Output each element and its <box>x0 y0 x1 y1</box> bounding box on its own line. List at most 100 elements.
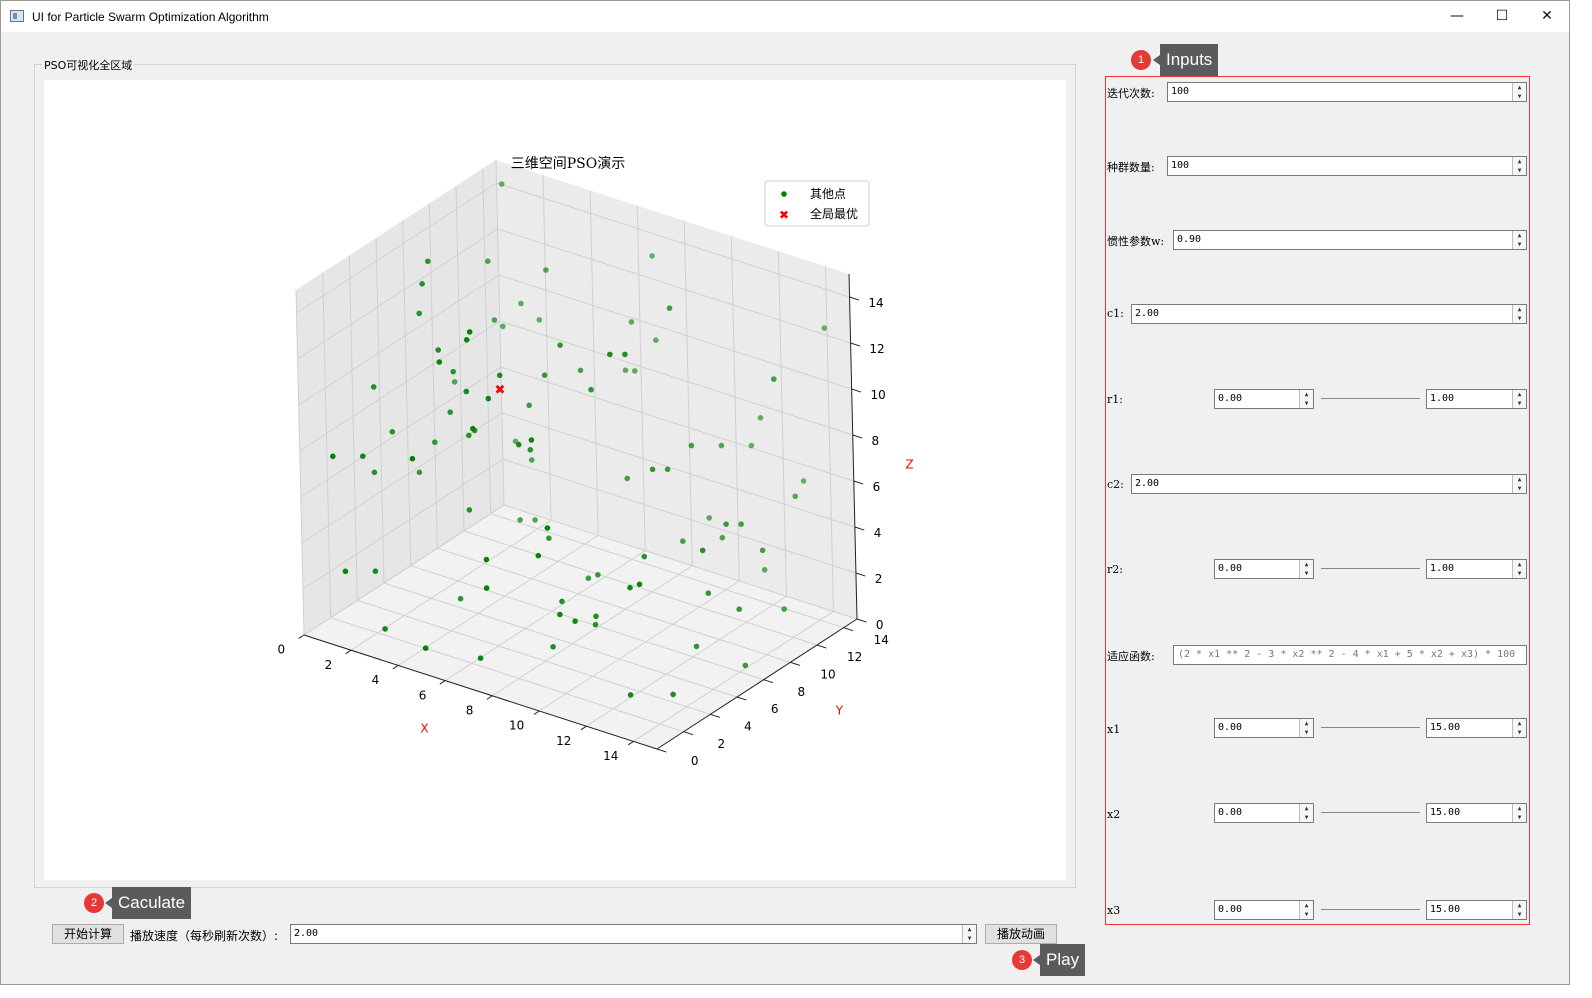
y-tick-label: 10 <box>820 667 835 681</box>
z-tick-mark <box>854 526 865 531</box>
gridline-side-z <box>299 320 501 452</box>
x-tick-mark <box>439 680 446 685</box>
population-spinbox[interactable]: 100 ▲ ▼ <box>1167 156 1527 176</box>
particle-point <box>607 351 613 358</box>
particle-point <box>738 521 744 527</box>
z-tick-label: 10 <box>870 388 885 402</box>
gridline-side-z <box>300 366 502 498</box>
particle-point <box>557 342 563 349</box>
y-axis-line <box>656 618 858 750</box>
particle-point <box>693 643 700 650</box>
gridline-side-y <box>482 168 492 514</box>
y-tick-label: 8 <box>797 685 805 699</box>
y-tick-mark <box>683 731 694 736</box>
particle-point <box>342 568 349 575</box>
c1-label: c1: <box>1107 307 1124 320</box>
x1-max-spinbox[interactable]: 15.00 ▲ ▼ <box>1426 718 1527 738</box>
particle-point <box>416 469 423 476</box>
global-best-point: ✖ <box>495 383 506 398</box>
particle-point <box>436 359 443 365</box>
x-tick-mark <box>392 664 399 670</box>
particle-point <box>748 442 755 449</box>
particle-point <box>372 568 379 574</box>
particle-point <box>450 368 457 375</box>
legend-label-others: 其他点 <box>810 187 846 201</box>
particle-point <box>515 441 522 448</box>
particle-point <box>485 258 491 264</box>
gridline-floor-y <box>410 565 764 681</box>
callout-1-number: 1 <box>1131 50 1151 70</box>
y-tick-mark <box>790 661 800 666</box>
particle-point <box>518 300 524 307</box>
x2-min-spinbox[interactable]: 0.00 ▲ ▼ <box>1214 803 1314 823</box>
population-label: 种群数量: <box>1107 161 1155 174</box>
iterations-spinbox[interactable]: 100 ▲ ▼ <box>1167 82 1527 102</box>
x-tick-mark <box>298 634 305 639</box>
x1-label: x1 <box>1107 723 1121 736</box>
particle-point <box>577 367 584 374</box>
particle-point <box>664 466 671 473</box>
r1-min-spinbox[interactable]: 0.00 ▲ ▼ <box>1214 389 1314 409</box>
floor-pane <box>304 505 857 749</box>
gridline-floor-x <box>397 534 599 666</box>
particle-point <box>546 535 552 541</box>
gridline-side-y <box>348 255 358 601</box>
particle-point <box>416 310 423 317</box>
fitness-input[interactable]: (2 * x1 ** 2 - 3 * x2 ** 2 - 4 * x1 + 5 … <box>1173 645 1527 665</box>
minimize-button[interactable]: — <box>1450 8 1464 24</box>
y-tick-mark <box>710 713 720 718</box>
particle-point <box>559 598 565 605</box>
gridline-back-x <box>730 235 740 582</box>
c1-spinbox[interactable]: 2.00 ▲ ▼ <box>1131 304 1527 324</box>
playback-speed-spinbox[interactable]: 2.00 ▲ ▼ <box>290 924 977 944</box>
x2-max-spinbox[interactable]: 15.00 ▲ ▼ <box>1426 803 1527 823</box>
z-axis-line <box>848 273 858 620</box>
inertia-label: 惯性参数w: <box>1107 235 1165 248</box>
particle-point <box>528 457 535 463</box>
z-tick-label: 2 <box>875 572 883 586</box>
inertia-spinbox[interactable]: 0.90 ▲ ▼ <box>1173 230 1527 250</box>
particle-point <box>330 453 336 460</box>
gridline-side-z <box>303 504 505 636</box>
x-axis-line <box>303 634 658 750</box>
particle-point <box>771 376 777 382</box>
iterations-label: 迭代次数: <box>1107 87 1155 100</box>
callout-play: Play <box>1032 944 1086 976</box>
particle-point <box>491 317 498 323</box>
gridline-side-z <box>298 274 499 406</box>
gridline-back-z <box>497 228 851 344</box>
particle-point <box>821 325 828 331</box>
particle-point <box>627 584 633 591</box>
r1-max-spinbox[interactable]: 1.00 ▲ ▼ <box>1426 389 1527 409</box>
particle-point <box>649 466 656 473</box>
particle-point <box>557 611 563 618</box>
x2-range-divider <box>1321 812 1420 813</box>
particle-point <box>592 621 599 628</box>
play-animation-button[interactable]: 播放动画 <box>985 924 1057 944</box>
maximize-button[interactable]: ☐ <box>1495 8 1509 24</box>
r2-max-spinbox[interactable]: 1.00 ▲ ▼ <box>1426 559 1527 579</box>
particle-point <box>761 567 768 573</box>
gridline-back-x <box>683 220 693 566</box>
r2-min-spinbox[interactable]: 0.00 ▲ ▼ <box>1214 559 1314 579</box>
particle-point <box>483 556 490 563</box>
particle-point <box>757 415 764 421</box>
gridline-floor-x <box>633 610 834 742</box>
z-tick-label: 8 <box>872 434 880 448</box>
y-tick-label: 12 <box>847 650 862 664</box>
particle-point <box>588 386 594 393</box>
c2-spinbox[interactable]: 2.00 ▲ ▼ <box>1131 474 1527 494</box>
x1-min-spinbox[interactable]: 0.00 ▲ ▼ <box>1214 718 1314 738</box>
gridline-back-z <box>503 504 858 620</box>
particle-point <box>641 553 648 560</box>
particle-point <box>447 409 454 416</box>
x3-max-spinbox[interactable]: 15.00 ▲ ▼ <box>1426 900 1527 920</box>
particle-point <box>457 595 464 602</box>
x3-min-spinbox[interactable]: 0.00 ▲ ▼ <box>1214 900 1314 920</box>
start-calculation-button[interactable]: 开始计算 <box>52 924 124 944</box>
particle-point <box>466 507 473 513</box>
particle-point <box>706 515 712 521</box>
close-button[interactable]: ✕ <box>1541 8 1553 24</box>
c2-label: c2: <box>1107 478 1124 491</box>
particle-point <box>593 613 599 620</box>
